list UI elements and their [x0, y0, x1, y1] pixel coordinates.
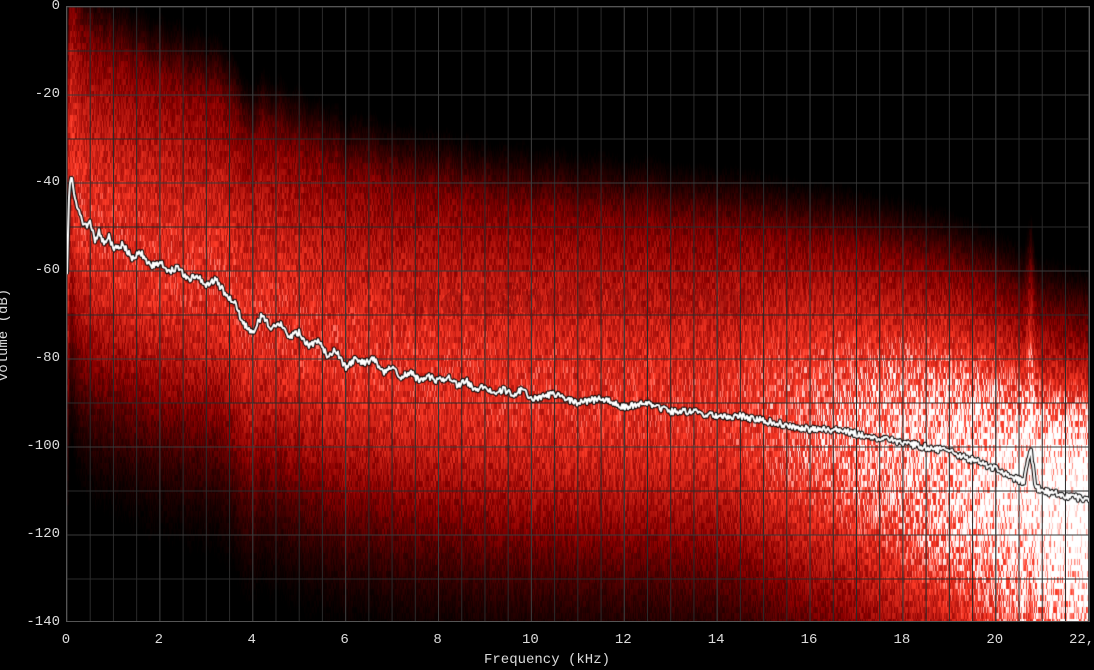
y-tick-label: -120 — [16, 526, 60, 542]
spectrum-line — [67, 7, 1090, 622]
x-axis-label: Frequency (kHz) — [484, 652, 610, 668]
x-tick-label: 22,05 — [1069, 632, 1094, 648]
y-tick-label: -140 — [16, 614, 60, 630]
x-tick-label: 16 — [801, 632, 818, 648]
y-tick-label: 0 — [16, 0, 60, 14]
y-tick-label: -40 — [16, 174, 60, 190]
y-tick-label: -80 — [16, 350, 60, 366]
plot-area: mansonlive.com — [66, 6, 1090, 622]
y-axis-label: Volume (dB) — [0, 289, 12, 381]
y-tick-label: -100 — [16, 438, 60, 454]
x-tick-label: 18 — [894, 632, 911, 648]
y-tick-label: -60 — [16, 262, 60, 278]
x-tick-label: 10 — [522, 632, 539, 648]
x-tick-label: 12 — [615, 632, 632, 648]
x-tick-label: 4 — [248, 632, 256, 648]
spectrum-chart: Volume (dB) Frequency (kHz) mansonlive.c… — [0, 0, 1094, 670]
x-tick-label: 0 — [62, 632, 70, 648]
x-tick-label: 2 — [155, 632, 163, 648]
y-tick-label: -20 — [16, 86, 60, 102]
x-tick-label: 6 — [340, 632, 348, 648]
x-tick-label: 20 — [986, 632, 1003, 648]
x-tick-label: 8 — [433, 632, 441, 648]
x-tick-label: 14 — [708, 632, 725, 648]
